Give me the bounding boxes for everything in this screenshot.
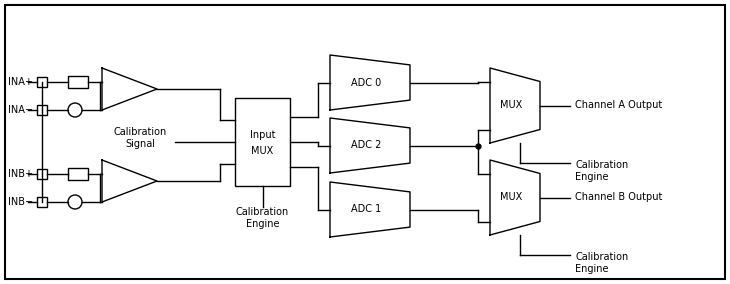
Bar — [37, 197, 47, 207]
Text: Calibration
Engine: Calibration Engine — [575, 160, 629, 182]
Text: ADC 2: ADC 2 — [351, 141, 381, 151]
Text: INB−: INB− — [8, 197, 33, 207]
Bar — [68, 76, 88, 88]
Text: INA+: INA+ — [8, 77, 33, 87]
Text: Calibration
Engine: Calibration Engine — [575, 252, 629, 274]
Text: Input: Input — [250, 130, 275, 140]
Text: ADC 1: ADC 1 — [351, 204, 381, 214]
Text: INB+: INB+ — [8, 169, 33, 179]
Text: Channel A Output: Channel A Output — [575, 101, 662, 110]
Text: ADC 0: ADC 0 — [351, 78, 381, 87]
Text: Calibration
Engine: Calibration Engine — [236, 207, 289, 229]
Circle shape — [68, 103, 82, 117]
Bar — [37, 169, 47, 179]
Bar — [68, 168, 88, 180]
Bar — [37, 77, 47, 87]
Text: INA−: INA− — [8, 105, 33, 115]
Circle shape — [68, 195, 82, 209]
Text: MUX: MUX — [251, 146, 274, 156]
Text: Channel B Output: Channel B Output — [575, 193, 662, 202]
Text: Calibration
Signal: Calibration Signal — [113, 127, 166, 149]
Text: MUX: MUX — [500, 101, 522, 110]
Text: MUX: MUX — [500, 193, 522, 202]
Bar — [235, 98, 290, 186]
Bar — [37, 105, 47, 115]
